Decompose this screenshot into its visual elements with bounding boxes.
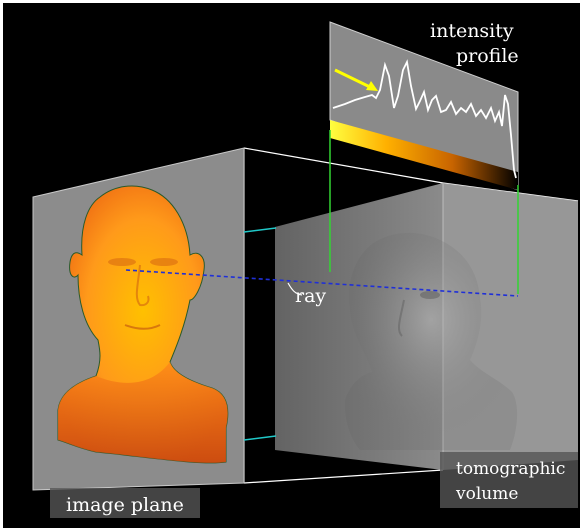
ray-label: ray: [295, 285, 326, 307]
intensity-profile-curve: [332, 59, 517, 179]
arrow-icon: [334, 68, 378, 91]
intensity-label-line1: intensity: [430, 20, 514, 42]
intensity-color-bar: [330, 120, 518, 190]
tomo-label-line2: volume: [455, 484, 518, 504]
connector-top: [243, 227, 277, 233]
ray-line: [125, 269, 519, 297]
tomo-label-bg: [440, 452, 578, 508]
rendered-head: [57, 185, 229, 464]
image-plane-label: image plane: [66, 494, 184, 516]
image-plane-label-bg: [50, 488, 200, 518]
tomo-label-line1: tomographic: [456, 459, 565, 479]
intensity-label-line2: profile: [456, 45, 519, 67]
ray-pointer: [287, 282, 303, 296]
connector-bottom: [243, 435, 277, 441]
